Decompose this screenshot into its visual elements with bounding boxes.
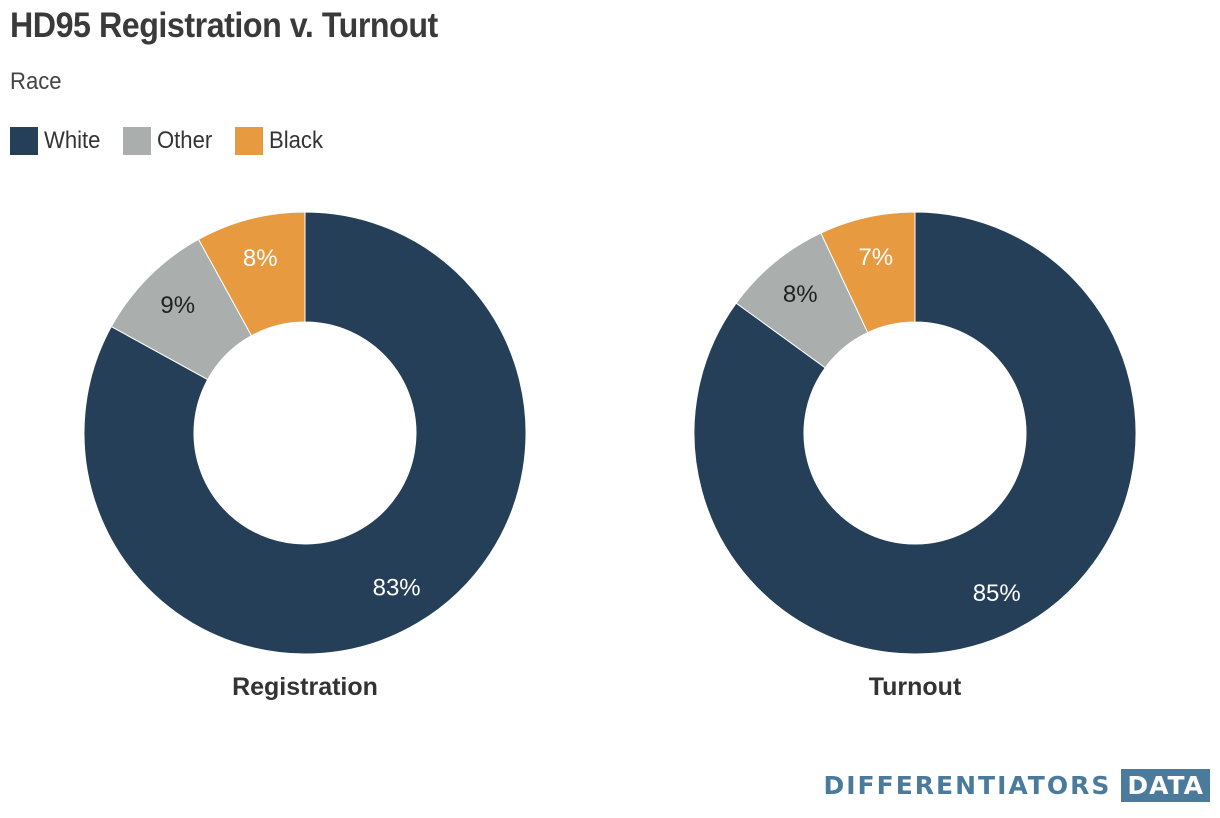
brand-tag: DATA [1121, 768, 1210, 802]
legend: White Other Black [10, 125, 346, 157]
legend-swatch-black [235, 127, 264, 155]
chart-title: HD95 Registration v. Turnout [10, 6, 438, 45]
legend-item-white: White [10, 127, 105, 155]
legend-swatch-other [123, 127, 152, 155]
brand-logo: DIFFERENTIATORS DATA [823, 767, 1210, 803]
slice-turnout-white [693, 211, 1137, 655]
slice-registration-black [197, 211, 306, 337]
brand-name: DIFFERENTIATORS [823, 770, 1112, 800]
data-label-turnout-other: 8% [783, 281, 818, 308]
legend-label-white: White [44, 127, 101, 154]
legend-item-other: Other [123, 127, 217, 155]
legend-label-black: Black [269, 127, 324, 154]
donut-turnout: 85% 8% 7% Turnout [693, 211, 1137, 701]
data-label-turnout-white: 85% [973, 580, 1021, 607]
data-label-registration-other: 9% [160, 292, 195, 319]
data-label-registration-black: 8% [243, 245, 278, 272]
chart-label-turnout: Turnout [869, 673, 962, 701]
chart-label-registration: Registration [232, 673, 378, 701]
data-label-turnout-black: 7% [858, 244, 893, 271]
donut-registration: 83% 9% 8% Registration [83, 211, 527, 701]
chart-subtitle: Race [10, 68, 62, 95]
legend-label-other: Other [157, 127, 213, 154]
slice-registration-white [83, 211, 527, 655]
legend-swatch-white [10, 127, 38, 155]
data-label-registration-white: 83% [373, 574, 421, 601]
donut-charts: 83% 9% 8% Registration 85% 8% 7% Turnout [83, 211, 1137, 701]
slice-turnout-black [820, 211, 916, 334]
legend-item-black: Black [235, 127, 328, 155]
